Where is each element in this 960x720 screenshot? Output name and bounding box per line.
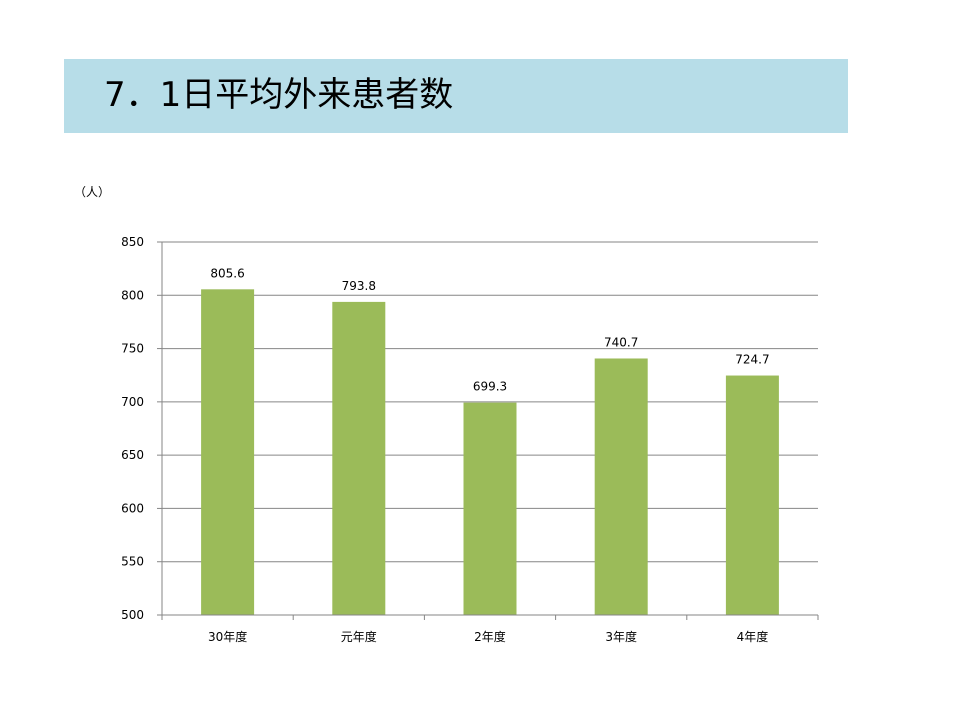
- y-tick-label: 600: [121, 501, 144, 515]
- bar: [725, 375, 779, 615]
- x-tick-label: 2年度: [474, 629, 506, 644]
- bar: [201, 289, 255, 615]
- y-tick-label: 550: [121, 555, 144, 569]
- y-tick-label: 800: [121, 288, 144, 302]
- bar: [332, 301, 386, 615]
- title-banner: 7．1日平均外来患者数: [64, 59, 848, 133]
- y-tick-label: 850: [121, 235, 144, 249]
- bar: [594, 358, 648, 615]
- bars: [201, 289, 779, 615]
- data-label: 740.7: [604, 335, 638, 349]
- x-tick-label: 30年度: [208, 629, 247, 644]
- data-label: 805.6: [210, 266, 244, 280]
- x-tick-label: 4年度: [737, 629, 769, 644]
- data-label: 793.8: [342, 279, 376, 293]
- x-tick-label: 3年度: [605, 629, 637, 644]
- y-tick-label: 700: [121, 395, 144, 409]
- labels: 500 550 600 650 700 750 800 850 805.6 30年度 793.8 元年…: [121, 235, 769, 644]
- data-label: 699.3: [473, 380, 507, 394]
- y-axis-unit-label: （人）: [74, 185, 111, 199]
- y-tick-label: 650: [121, 448, 144, 462]
- axes: [157, 241, 819, 620]
- y-tick-label: 750: [121, 342, 144, 356]
- data-label: 724.7: [735, 353, 769, 367]
- slide-title: 7．1日平均外来患者数: [104, 75, 454, 115]
- x-tick-label: 元年度: [341, 629, 377, 644]
- bar: [463, 402, 517, 615]
- y-tick-label: 500: [121, 608, 144, 622]
